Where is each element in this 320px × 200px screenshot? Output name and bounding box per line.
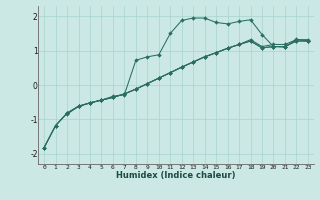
X-axis label: Humidex (Indice chaleur): Humidex (Indice chaleur)	[116, 171, 236, 180]
